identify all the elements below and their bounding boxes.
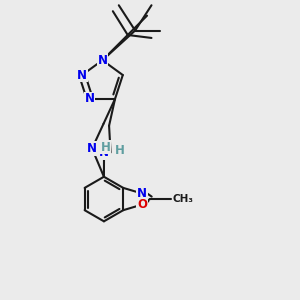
Text: CH₃: CH₃ — [173, 194, 194, 204]
Text: H: H — [115, 145, 125, 158]
Text: N: N — [98, 54, 107, 67]
Text: H: H — [100, 140, 110, 154]
Text: N: N — [77, 68, 87, 82]
Text: N: N — [85, 92, 95, 106]
Text: N: N — [137, 187, 147, 200]
Text: N: N — [99, 146, 109, 159]
Text: O: O — [137, 198, 147, 211]
Text: N: N — [87, 142, 97, 155]
